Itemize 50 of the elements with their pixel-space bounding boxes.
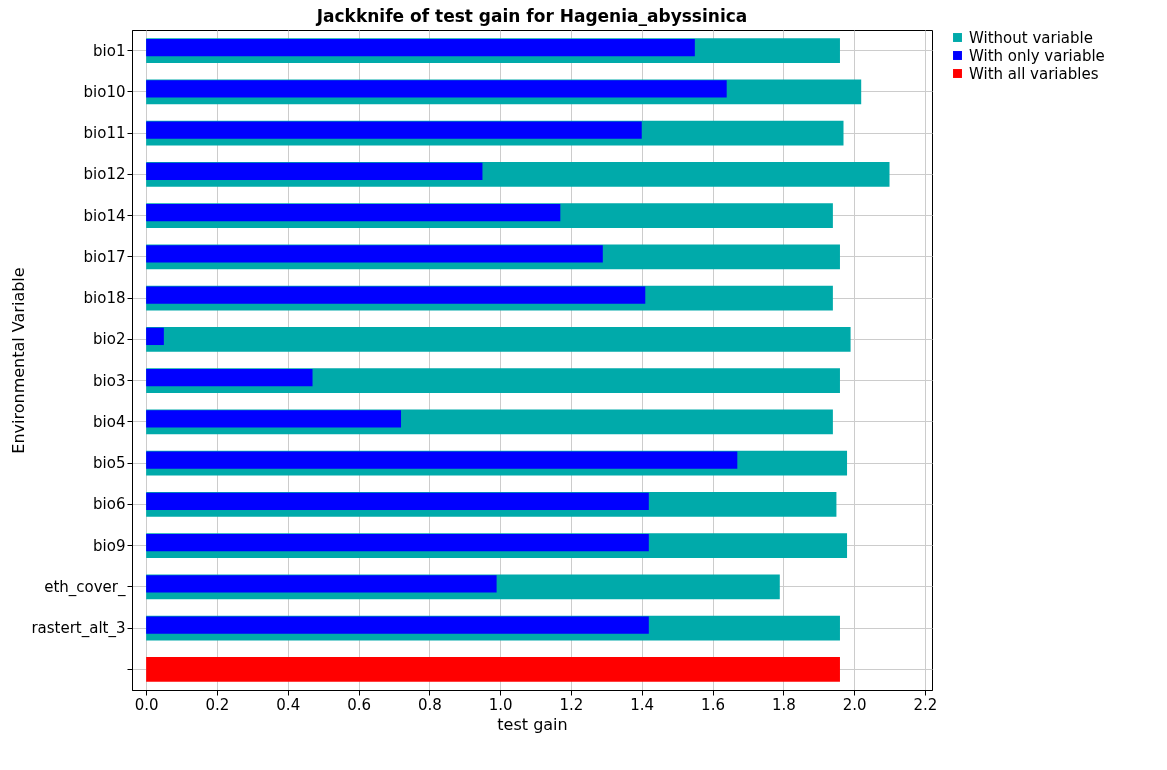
bar: [146, 38, 695, 57]
x-tick-label: 0.2: [205, 695, 230, 714]
bar: [146, 492, 649, 511]
y-tick-label: bio18: [83, 289, 126, 308]
bar: [146, 245, 603, 263]
bar: [146, 80, 727, 98]
bar: [146, 327, 164, 346]
y-axis-title: Environmental Variable: [9, 267, 29, 454]
x-tick-label: 0.6: [347, 695, 371, 714]
bar: [146, 575, 497, 593]
bar: [146, 327, 851, 352]
chart-title: Jackknife of test gain for Hagenia_abyssinica: [315, 6, 748, 26]
bar: [146, 121, 642, 139]
bar: [146, 162, 483, 181]
bar: [146, 657, 840, 682]
x-tick-label: 1.0: [488, 695, 513, 714]
x-tick-label: 1.4: [630, 695, 655, 714]
y-tick-label: bio1: [93, 41, 126, 60]
y-tick-label: eth_cover_: [44, 577, 126, 597]
y-tick-label: bio11: [83, 124, 126, 143]
legend-label: Without variable: [969, 28, 1093, 47]
legend-label: With only variable: [969, 46, 1105, 65]
x-tick-label: 1.6: [701, 695, 725, 714]
y-tick-label: bio5: [93, 454, 126, 473]
y-tick-label: rastert_alt_3: [31, 619, 126, 639]
y-tick-label: bio14: [83, 206, 126, 225]
x-tick-label: 1.8: [771, 695, 796, 714]
y-tick-label: bio12: [83, 165, 126, 184]
y-tick-label: bio6: [93, 495, 126, 514]
y-tick-label: bio10: [83, 82, 126, 101]
x-tick-label: 2.0: [842, 695, 867, 714]
y-tick-label: bio3: [93, 371, 126, 390]
x-tick-label: 2.2: [913, 695, 938, 714]
y-tick-label: bio17: [83, 247, 126, 266]
bar: [146, 203, 561, 222]
y-tick-label: bio4: [93, 412, 126, 431]
bar: [146, 286, 646, 304]
bar: [146, 616, 649, 634]
legend-label: With all variables: [969, 64, 1099, 83]
x-axis-title: test gain: [497, 714, 568, 734]
y-tick-label: bio9: [93, 536, 126, 555]
bar: [146, 533, 649, 552]
x-tick-label: 0.8: [417, 695, 442, 714]
bar: [146, 368, 313, 387]
y-tick-label: bio2: [93, 330, 126, 349]
x-tick-label: 0.0: [134, 695, 159, 714]
x-tick-label: 0.4: [276, 695, 301, 714]
bar: [146, 451, 738, 469]
bar: [146, 410, 402, 428]
x-tick-label: 1.2: [559, 695, 584, 714]
